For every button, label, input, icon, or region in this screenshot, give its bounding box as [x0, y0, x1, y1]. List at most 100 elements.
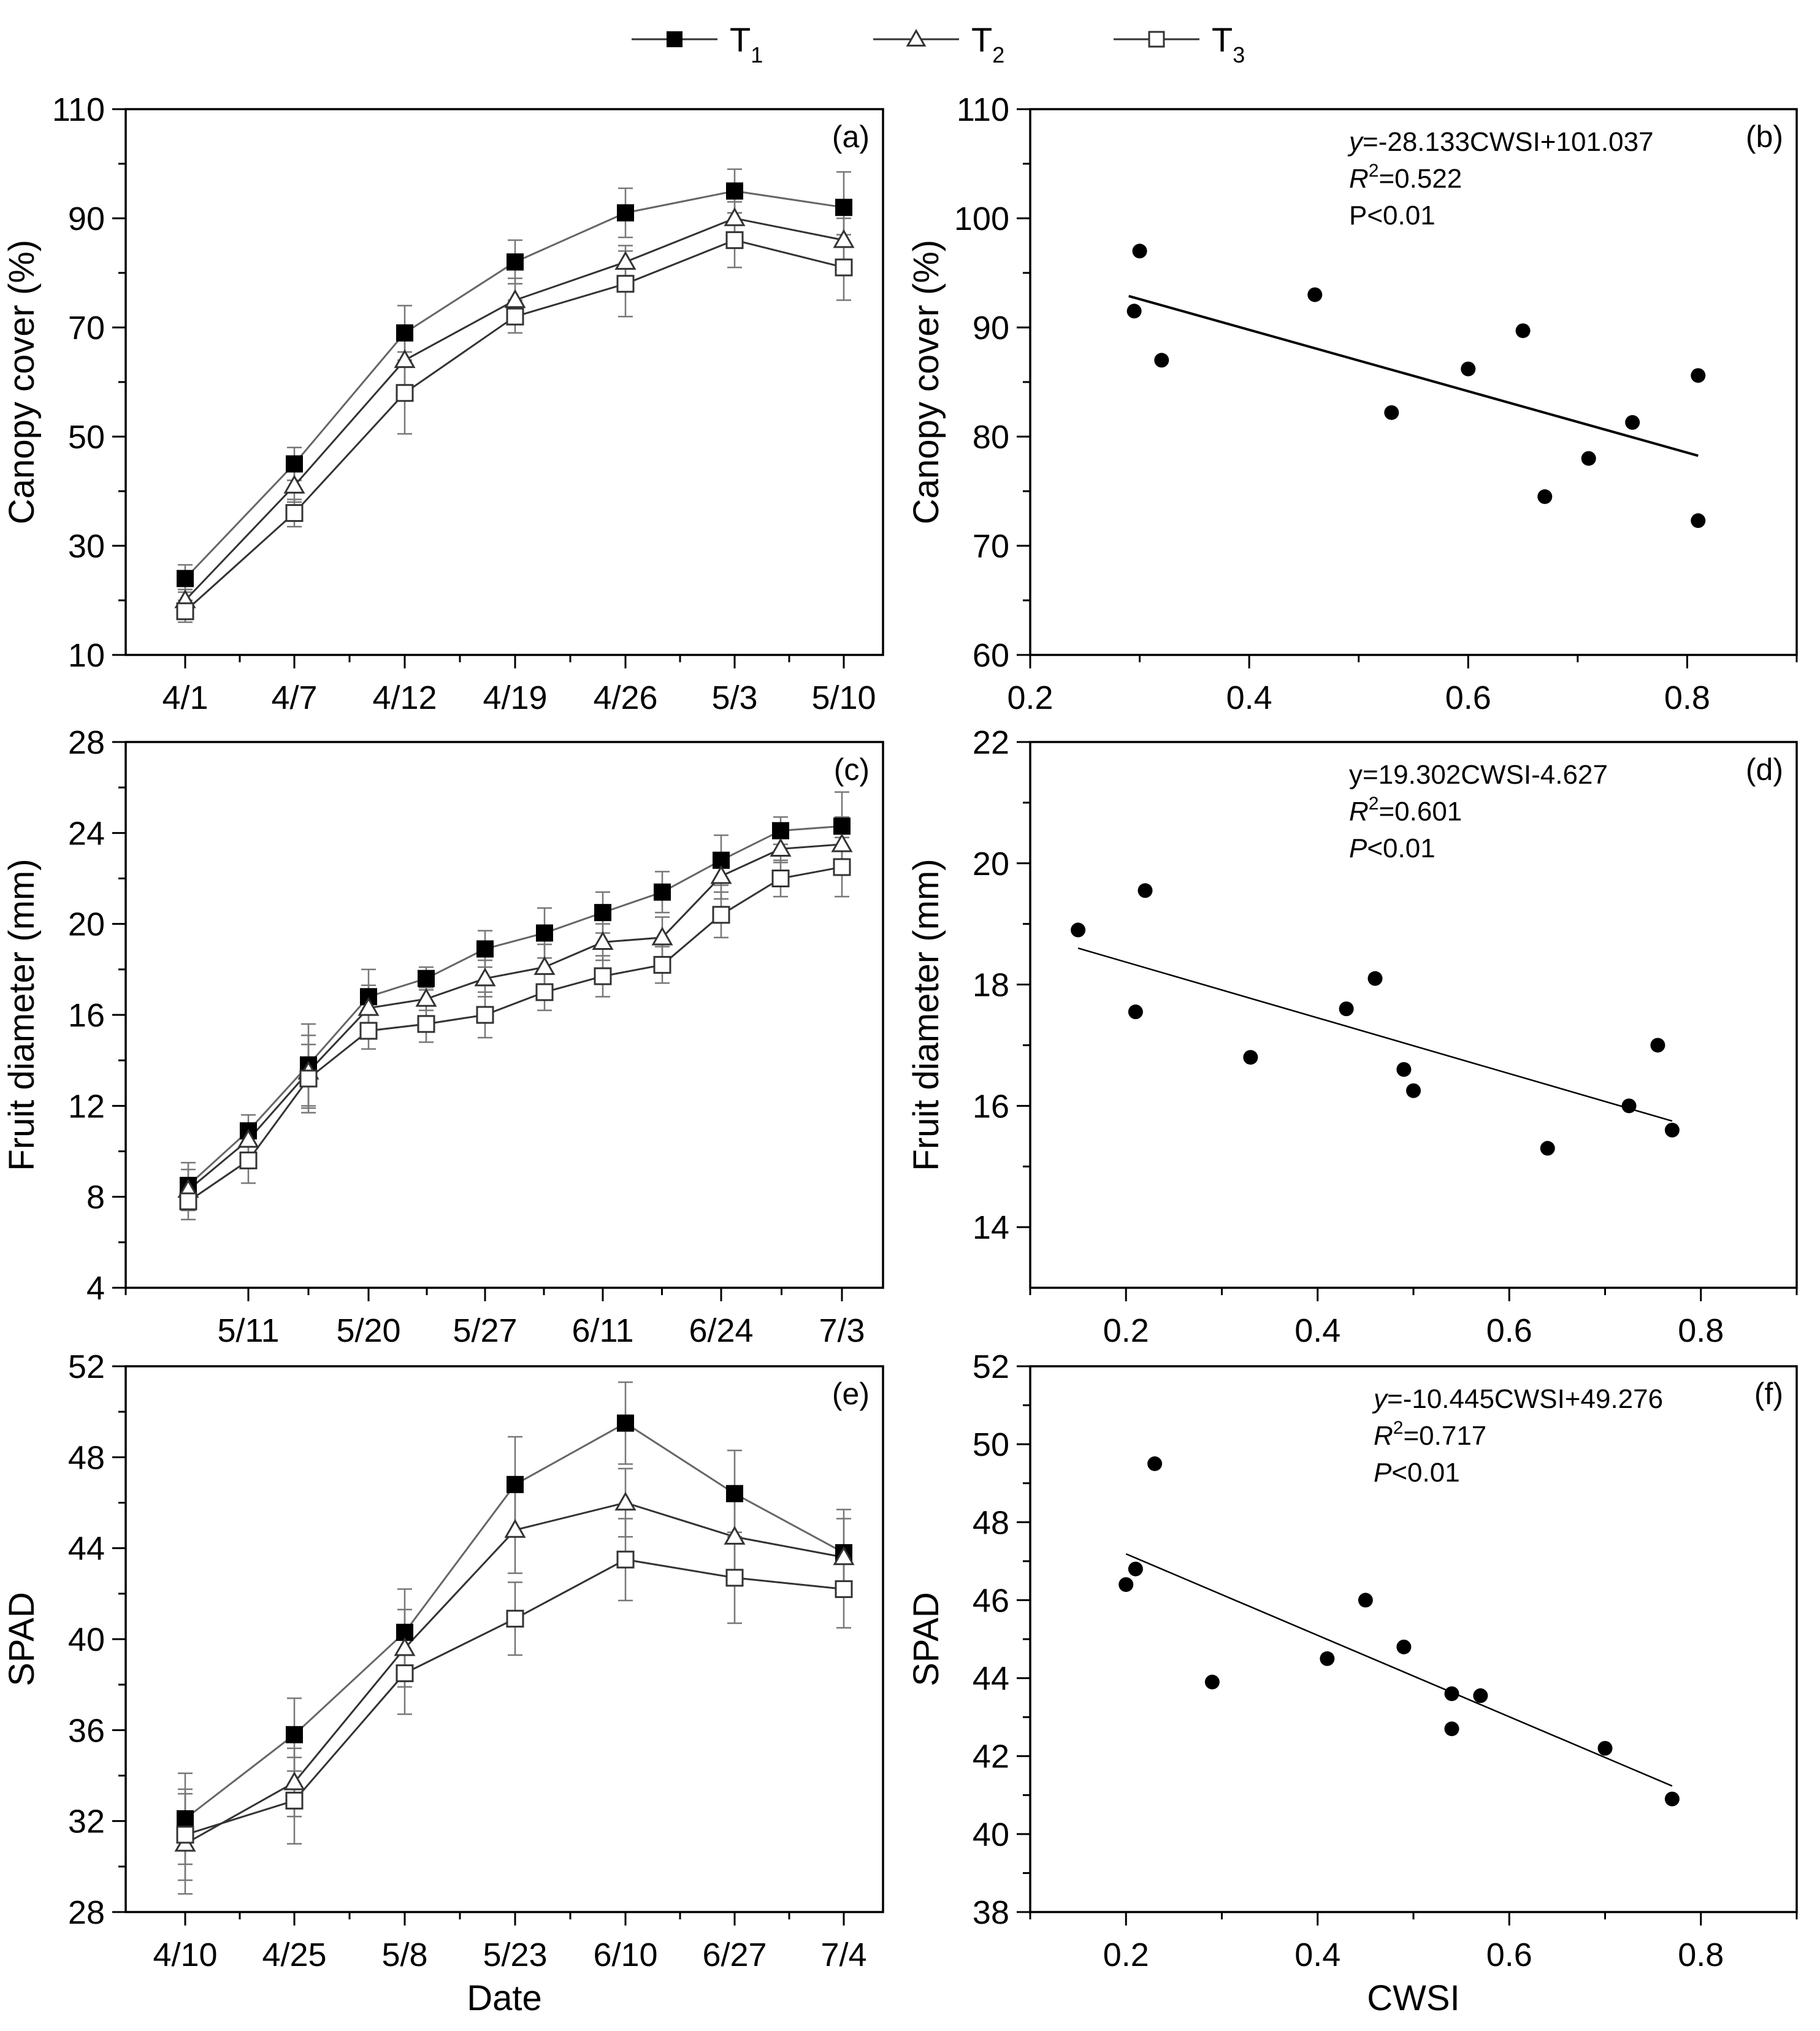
x-tick-label: 0.2	[1103, 1312, 1149, 1349]
y-tick-label: 70	[68, 310, 105, 346]
y-tick-label: 46	[973, 1582, 1009, 1619]
data-point	[504, 289, 526, 308]
data-point	[299, 1069, 318, 1088]
scatter-point	[1071, 922, 1086, 938]
scatter-point	[1128, 1561, 1143, 1577]
x-tick-label: 7/4	[820, 1937, 866, 1973]
y-tick-label: 20	[973, 846, 1009, 882]
r-sup: 2	[1369, 794, 1379, 814]
data-point	[506, 307, 524, 326]
data-point	[771, 870, 790, 887]
x-tick-label: 5/8	[381, 1937, 427, 1973]
y-tick-label: 44	[973, 1661, 1009, 1697]
legend-label: T2	[971, 20, 1004, 67]
data-point	[177, 1810, 194, 1827]
y-tick-label: 4	[86, 1270, 105, 1307]
legend-label-sub: 1	[751, 42, 763, 67]
y-axis-title: SPAD	[2, 1592, 42, 1686]
data-point	[835, 258, 853, 277]
data-point	[179, 1192, 197, 1211]
x-tick-label: 0.6	[1486, 1312, 1532, 1349]
scatter-point	[1444, 1721, 1459, 1737]
data-point	[283, 475, 305, 494]
scatter-point	[1339, 1001, 1354, 1017]
data-point	[536, 924, 553, 942]
p-value-text: <0.01	[1391, 1458, 1459, 1488]
data-point	[285, 1791, 304, 1810]
data-point	[418, 970, 435, 987]
data-point	[417, 1015, 435, 1033]
legend-label-main: T	[730, 20, 751, 59]
x-tick-label: 0.8	[1678, 1312, 1724, 1349]
x-tick-label: 4/7	[271, 679, 317, 716]
y-tick-label: 44	[68, 1531, 105, 1567]
panel-a: 10 30 50 70 90 110 4/1 4/7 4/12 4/19 4/26 5/3 5/10 Ca…	[2, 91, 884, 716]
x-tick-label: 4/10	[153, 1937, 217, 1973]
y-axis-title: Fruit diameter (mm)	[906, 859, 946, 1171]
x-tick-label: 4/1	[162, 679, 208, 716]
data-point	[726, 1485, 743, 1502]
equation-formula: y=19.302CWSI-4.627	[1349, 760, 1608, 790]
scatter-point	[1664, 1791, 1680, 1807]
scatter-point	[1691, 368, 1706, 383]
regression-line	[1128, 294, 1699, 457]
panel-e: 28 32 36 40 44 48 52 4/10 4/25 5/8 5/23 6/10 6/27 7/4…	[2, 1348, 884, 2018]
data-point	[358, 996, 380, 1016]
markers-T3	[179, 858, 851, 1211]
x-tick-label: 0.4	[1294, 1937, 1340, 1973]
y-tick-label: 36	[68, 1712, 105, 1749]
data-point	[654, 883, 671, 901]
legend: T1 T2 T3	[632, 20, 1245, 67]
legend-label: T3	[1212, 20, 1245, 67]
y-tick-label: 20	[68, 906, 105, 943]
y-tick-label: 90	[973, 310, 1009, 346]
scatter-point	[1650, 1038, 1665, 1053]
scatter-point	[1621, 1098, 1637, 1114]
data-point	[710, 865, 732, 884]
legend-item: T2	[873, 20, 1004, 67]
r-label: R	[1374, 1421, 1393, 1451]
panel-c: 4 8 12 16 20 24 28 5/11 5/20 5/27 6/11 6/24 7/3 Fruit…	[2, 724, 884, 1349]
scatter-point	[1540, 1141, 1555, 1156]
data-point	[396, 384, 414, 402]
legend-marker	[1148, 31, 1165, 48]
scatter-point	[1396, 1062, 1412, 1077]
legend-marker	[667, 31, 682, 47]
data-point	[283, 1771, 305, 1791]
data-point	[415, 988, 437, 1007]
y-tick-label: 30	[68, 528, 105, 565]
y-tick-label: 60	[973, 637, 1009, 674]
y-tick-label: 48	[973, 1504, 1009, 1541]
series-line	[188, 843, 843, 1191]
x-tick-label: 5/23	[483, 1937, 547, 1973]
scatter-point	[1358, 1593, 1373, 1608]
data-point	[724, 1526, 746, 1545]
p-value: P<0.01	[1349, 833, 1436, 863]
data-point	[651, 926, 673, 946]
data-point	[725, 231, 744, 250]
panel-b: 60 70 80 90 100 110 0.2 0.4 0.6 0.8 y=-28.133CWSI+…	[906, 91, 1798, 716]
panel-label: (e)	[832, 1377, 870, 1411]
scatter-point	[1128, 1004, 1143, 1020]
x-tick-label: 0.4	[1294, 1312, 1340, 1349]
y-axis-title: Fruit diameter (mm)	[2, 859, 42, 1171]
r-squared: R2=0.601	[1349, 794, 1462, 827]
panel-label: (a)	[832, 120, 870, 154]
scatter-point	[1461, 361, 1476, 377]
x-tick-label: 0.8	[1664, 679, 1710, 716]
y-tick-label: 38	[973, 1894, 1009, 1931]
data-point	[833, 858, 851, 876]
data-point	[237, 1128, 259, 1148]
data-point	[617, 204, 634, 222]
y-axis-title: SPAD	[906, 1592, 946, 1686]
x-tick-label: 4/19	[483, 679, 547, 716]
data-point	[835, 1580, 853, 1598]
data-point	[286, 455, 303, 473]
scatter-point	[1147, 1456, 1163, 1471]
x-tick-label: 6/24	[689, 1312, 753, 1349]
legend-label-sub: 2	[992, 42, 1004, 67]
scatter-point	[1444, 1686, 1459, 1701]
data-point	[394, 1637, 416, 1656]
r-label: R	[1349, 164, 1369, 194]
equation-formula: =-10.445CWSI+49.276	[1387, 1384, 1663, 1414]
